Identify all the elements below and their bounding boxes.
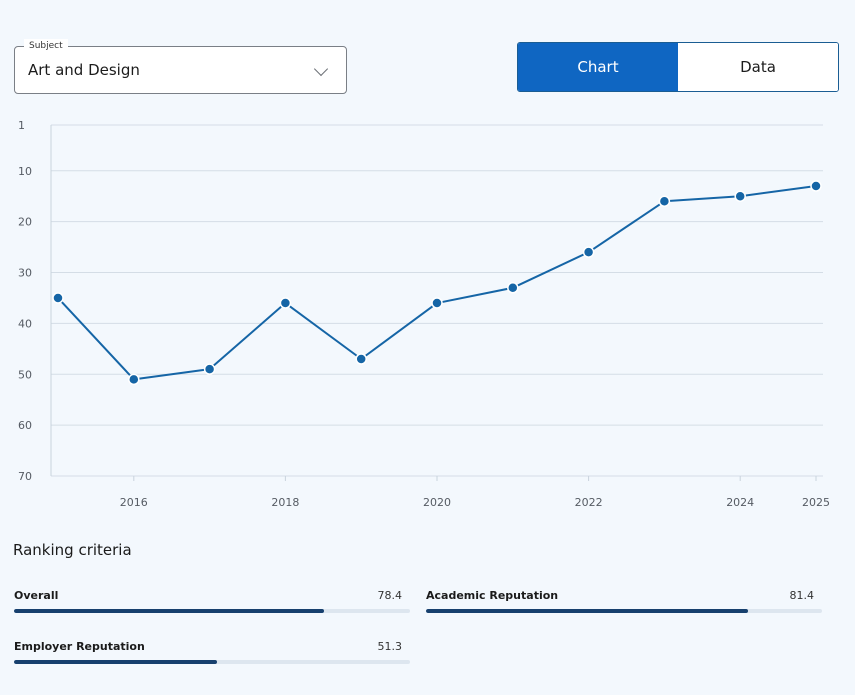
x-tick-label: 2016: [120, 496, 148, 509]
y-tick-label: 60: [18, 419, 32, 432]
x-tick-label: 2020: [423, 496, 451, 509]
series-line: [57, 185, 817, 381]
y-tick-label: 70: [18, 470, 32, 483]
criteria-bar-track: [14, 660, 410, 664]
criteria-title: Ranking criteria: [13, 541, 132, 559]
criteria-label: Academic Reputation: [426, 589, 559, 602]
data-point: [203, 363, 216, 375]
ranking-line-chart: 1 10 20 30 40 50 60 70 2016 2018 2020 2022 2024 2025: [18, 119, 830, 509]
y-tick-label: 20: [18, 216, 32, 229]
x-tick-label: 2025: [802, 496, 830, 509]
x-tick-label: 2024: [726, 496, 754, 509]
criteria-value: 81.4: [789, 589, 815, 602]
chevron-down-icon: [313, 61, 329, 77]
data-point: [658, 195, 671, 208]
criteria-item-employer-reputation: Employer Reputation 51.3: [14, 640, 410, 670]
data-point: [128, 373, 140, 386]
data-point: [734, 190, 746, 202]
subject-legend: Subject: [24, 39, 68, 53]
criteria-bar-fill: [426, 609, 749, 613]
data-point: [431, 297, 443, 309]
chart-tab[interactable]: Chart: [518, 43, 678, 91]
criteria-bar-fill: [14, 609, 325, 613]
data-tab[interactable]: Data: [678, 43, 838, 91]
data-point: [279, 297, 292, 309]
y-tick-label: 10: [18, 165, 32, 178]
data-point: [52, 292, 64, 304]
y-tick-label: 1: [18, 119, 25, 132]
subject-value: Art and Design: [28, 61, 140, 79]
criteria-value: 78.4: [377, 589, 403, 602]
criteria-bar-fill: [14, 660, 218, 664]
data-point: [507, 282, 519, 294]
criteria-bar-track: [426, 609, 822, 613]
data-point: [355, 353, 367, 365]
data-point: [582, 246, 595, 258]
criteria-item-academic-reputation: Academic Reputation 81.4: [426, 589, 822, 619]
y-tick-label: 50: [18, 368, 32, 381]
y-tick-label: 40: [18, 317, 32, 330]
data-point: [810, 180, 822, 192]
criteria-value: 51.3: [377, 640, 403, 653]
x-tick-label: 2022: [575, 496, 603, 509]
x-tick-label: 2018: [271, 496, 299, 509]
criteria-bar-track: [14, 609, 410, 613]
criteria-label: Employer Reputation: [14, 640, 145, 653]
criteria-item-overall: Overall 78.4: [14, 589, 410, 619]
view-toggle: Chart Data: [517, 42, 839, 92]
y-tick-label: 30: [18, 267, 32, 280]
criteria-label: Overall: [14, 589, 59, 602]
subject-select[interactable]: Subject Art and Design: [14, 39, 347, 94]
